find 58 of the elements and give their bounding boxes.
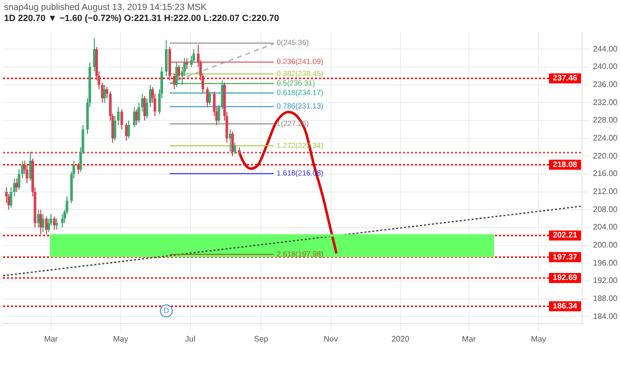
candlestick: [55, 218, 58, 230]
chart-title: 1D 220.70 ▼ −1.60 (−0.72%) O:221.31 H:222.00 L:220.07 C:220.70: [3, 12, 280, 24]
y-tick-label: 196.00: [593, 258, 618, 268]
ref-line-label: 218.08: [552, 160, 578, 169]
y-tick-label: 212.00: [593, 187, 618, 196]
x-tick-label: Mar: [462, 334, 476, 344]
candlestick: [77, 162, 80, 175]
y-tick-label: 184.00: [593, 312, 618, 321]
y-tick-label: 240.00: [593, 62, 618, 72]
chart-subtitle: snap4ug published August 13, 2019 14:15:23 MSK: [3, 1, 208, 12]
candlestick: [61, 214, 64, 228]
y-tick-label: 224.00: [593, 134, 618, 143]
candlestick: [120, 108, 124, 130]
x-tick-label: May: [531, 334, 546, 344]
candlestick: [47, 218, 50, 232]
y-tick-label: 192.00: [593, 276, 618, 286]
y-tick-label: 204.00: [593, 222, 618, 232]
candlestick: [186, 58, 188, 70]
candlestick: [127, 120, 130, 139]
x-tick-label: Nov: [324, 334, 338, 344]
y-tick-label: 244.00: [593, 44, 618, 54]
candlestick: [138, 102, 140, 124]
y-tick-label: 208.00: [593, 204, 618, 214]
x-tick-label: Mar: [44, 334, 58, 344]
x-tick-label: Sep: [254, 334, 269, 344]
candlestick: [125, 122, 128, 142]
ref-line-label: 237.46: [552, 74, 578, 83]
y-tick-label: 236.00: [593, 80, 618, 90]
candlestick: [206, 86, 209, 108]
ref-line-label: 197.37: [552, 252, 578, 262]
candlestick: [26, 164, 28, 184]
y-tick-label: 216.00: [593, 169, 618, 178]
candlestick: [178, 64, 180, 81]
candlestick: [29, 151, 32, 182]
candlestick: [192, 48, 196, 64]
candlestick: [231, 131, 234, 157]
candlestick: [133, 106, 136, 128]
ref-line-label: 192.69: [552, 273, 578, 282]
candlestick: [45, 216, 48, 235]
x-tick-label: 2020: [392, 334, 410, 344]
y-tick-label: 232.00: [593, 98, 618, 107]
candlestick: [93, 38, 96, 72]
candlestick: [208, 91, 212, 106]
y-tick-label: 188.00: [593, 294, 618, 304]
y-tick-label: 200.00: [593, 240, 618, 250]
candlestick: [53, 216, 56, 230]
candlestick: [114, 116, 116, 142]
y-tick-label: 220.00: [593, 151, 618, 160]
ref-line-label: 186.34: [552, 301, 578, 310]
candlestick: [42, 214, 44, 232]
candlestick: [234, 142, 236, 154]
candlestick: [165, 40, 168, 76]
y-tick-label: 228.00: [593, 116, 618, 125]
candlestick: [173, 73, 176, 90]
candlestick: [37, 209, 40, 228]
x-tick-label: May: [113, 334, 128, 344]
ref-line-label: 202.21: [552, 230, 578, 240]
x-tick-label: Jul: [185, 334, 196, 344]
